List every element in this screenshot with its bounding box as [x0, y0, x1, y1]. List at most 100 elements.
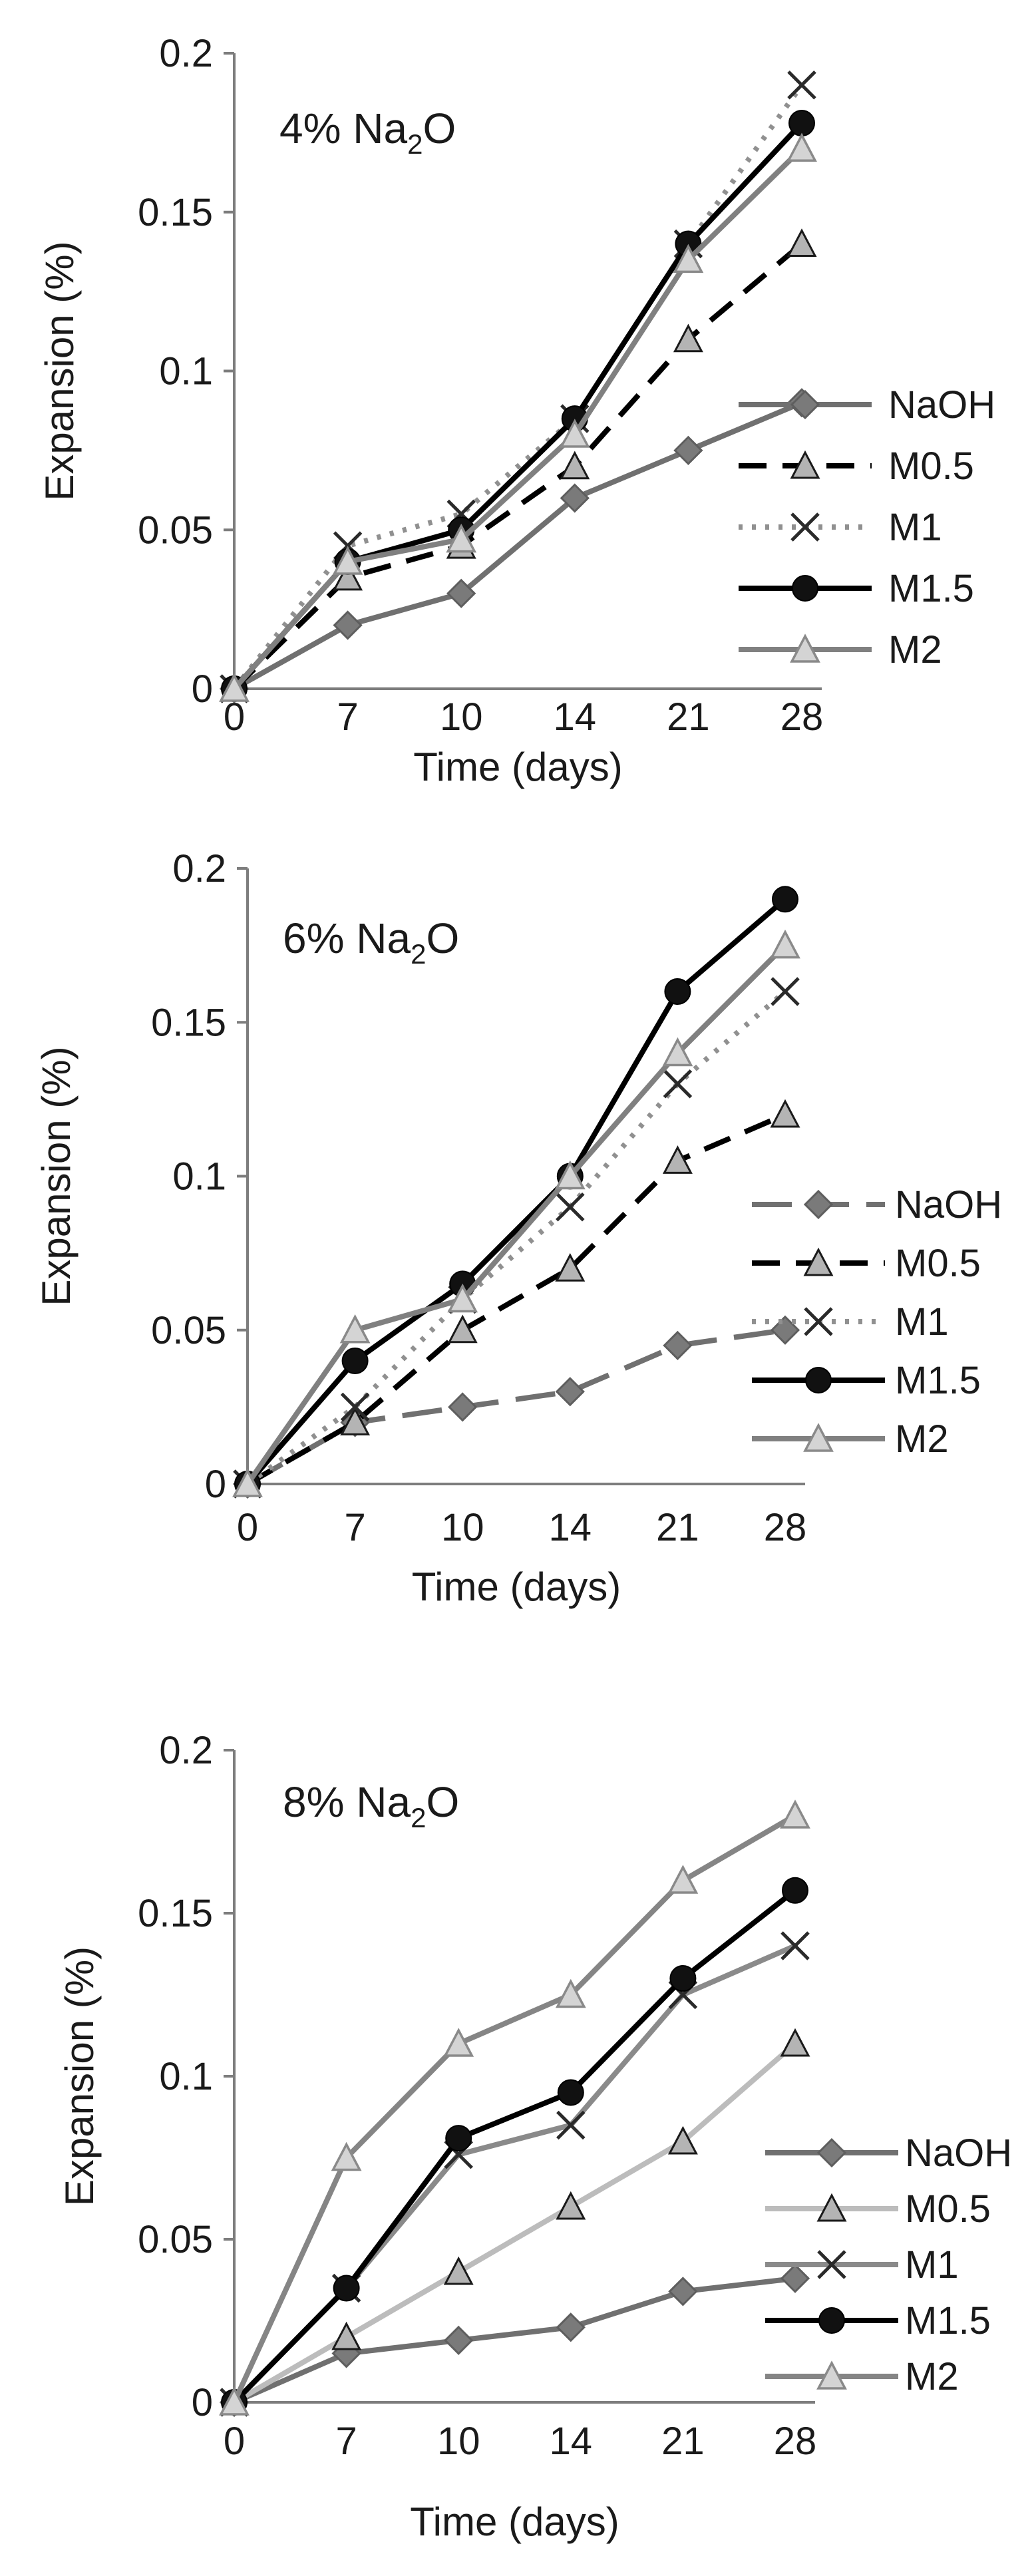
x-tick-label: 7	[344, 1506, 365, 1549]
legend-marker-M1-stroke-b	[804, 1307, 833, 1336]
data-point-M0.5	[560, 451, 590, 480]
series-line-M2	[232, 146, 804, 691]
series-M0.5	[232, 1099, 800, 1497]
legend-marker-M1	[817, 2250, 846, 2279]
legend-entry-M1.5: M1.5	[739, 567, 974, 610]
series-line-M1	[232, 83, 804, 691]
y-tick-label: 0.1	[172, 1155, 226, 1198]
data-point-M2	[447, 1283, 478, 1313]
legend-entry-M1: M1	[752, 1300, 949, 1344]
legend-marker-M0.5	[816, 2193, 847, 2222]
x-tick-label: 0	[224, 2420, 245, 2463]
data-point-M0.5	[667, 2125, 698, 2155]
data-point-M1.5	[664, 978, 691, 1005]
chart-title: 8% Na2O	[283, 1778, 459, 1833]
data-point-M2	[446, 523, 477, 553]
legend-marker-NaOH	[816, 2137, 847, 2168]
chart-title-main: 6% Na	[283, 914, 411, 962]
legend-marker-M1	[804, 1307, 833, 1336]
legend-label-M1: M1	[905, 2243, 959, 2287]
legend-marker-M1	[790, 512, 820, 542]
chart-panel-3: 0 0.05 0.1 0.15 0.2 0 7 10 14 21 28 Time (days) Expa…	[57, 1729, 1012, 2544]
data-point-M1	[780, 1931, 810, 1960]
legend-label-M1: M1	[895, 1300, 949, 1344]
data-point-M2	[667, 1865, 699, 1894]
data-point-M1-stroke-b	[771, 977, 800, 1006]
legend-entry-NaOH: NaOH	[765, 2131, 1012, 2175]
data-point-NaOH	[446, 578, 476, 608]
data-point-M1-stroke-b	[556, 1192, 585, 1222]
x-tick-label: 21	[661, 2420, 705, 2463]
data-point-M1	[340, 1392, 370, 1422]
series-line-M0.5	[232, 242, 804, 691]
legend-entry-M2: M2	[752, 1417, 949, 1461]
series-line-M0.5	[246, 1112, 786, 1487]
y-tick-label: 0.1	[159, 350, 213, 393]
legend-entry-M2: M2	[739, 628, 942, 671]
chart-title: 4% Na2O	[279, 104, 456, 160]
legend-entry-M1.5: M1.5	[752, 1359, 981, 1402]
x-axis-label: Time (days)	[412, 1564, 621, 1609]
x-tick-label: 10	[440, 695, 483, 739]
chart-title: 6% Na2O	[283, 914, 459, 970]
series-M2	[232, 929, 800, 1497]
series-NaOH	[219, 388, 817, 704]
legend-label-M1.5: M1.5	[905, 2299, 991, 2342]
data-point-M1-stroke-b	[556, 2110, 586, 2140]
y-tick-label: 0.2	[159, 1729, 213, 1772]
data-point-M0.5	[333, 562, 363, 591]
data-point-M0.5	[786, 228, 817, 257]
data-point-M0.5	[443, 2256, 474, 2285]
x-tick-label: 28	[780, 695, 824, 739]
data-point-M2	[673, 244, 704, 274]
data-point-NaOH	[556, 2312, 586, 2342]
data-point-M2	[232, 1468, 263, 1497]
series-M1	[220, 1931, 810, 2417]
series-M0.5	[219, 2028, 810, 2416]
data-point-M1	[771, 977, 800, 1006]
series-NaOH	[232, 1315, 800, 1499]
legend-label-M0.5: M0.5	[905, 2187, 991, 2231]
x-tick-label: 14	[549, 1506, 592, 1549]
series-M2	[219, 132, 817, 702]
legend-marker-M2	[790, 634, 820, 663]
data-point-M1-stroke-b	[787, 70, 816, 100]
legend-marker-NaOH	[790, 389, 820, 420]
data-point-NaOH	[673, 435, 703, 465]
legend-marker-NaOH	[803, 1189, 834, 1220]
legend-marker-M1-stroke-b	[790, 512, 820, 542]
y-tick-label: 0.15	[151, 1001, 226, 1044]
series-line-NaOH	[232, 400, 804, 691]
data-point-NaOH	[333, 610, 363, 640]
y-tick-label: 0.2	[172, 847, 226, 890]
data-point-M1	[556, 1192, 585, 1222]
x-tick-label: 28	[764, 1506, 807, 1549]
y-tick-label: 0.05	[151, 1309, 226, 1352]
chart-title-tail: O	[423, 104, 456, 152]
data-point-M0.5	[662, 1145, 693, 1174]
y-tick-label: 0	[192, 667, 213, 711]
data-point-NaOH	[780, 2263, 810, 2293]
data-point-M1.5	[341, 1348, 369, 1374]
data-point-M2	[770, 929, 800, 959]
series-M2	[219, 1799, 810, 2416]
x-tick-label: 7	[335, 2420, 357, 2463]
legend-entry-M1.5: M1.5	[765, 2299, 991, 2342]
data-point-M1.5	[333, 2275, 360, 2302]
chart-title-main: 4% Na	[279, 104, 408, 152]
data-point-M1.5	[445, 2125, 472, 2152]
y-axis-label: Expansion (%)	[57, 1946, 102, 2206]
data-point-M2	[332, 546, 363, 575]
data-point-M1.5	[772, 886, 798, 913]
legend-entry-NaOH: NaOH	[752, 1183, 1002, 1226]
y-tick-label: 0.15	[138, 191, 213, 234]
y-tick-label: 0.05	[138, 508, 213, 552]
x-tick-label: 7	[337, 695, 358, 739]
data-point-M1.5	[557, 2079, 584, 2106]
legend-marker-M2	[803, 1423, 834, 1452]
data-point-M1.5	[788, 110, 815, 137]
legend-label-NaOH: NaOH	[895, 1183, 1002, 1226]
data-point-M0.5	[331, 2321, 362, 2350]
legend-entry-M1: M1	[765, 2243, 959, 2287]
